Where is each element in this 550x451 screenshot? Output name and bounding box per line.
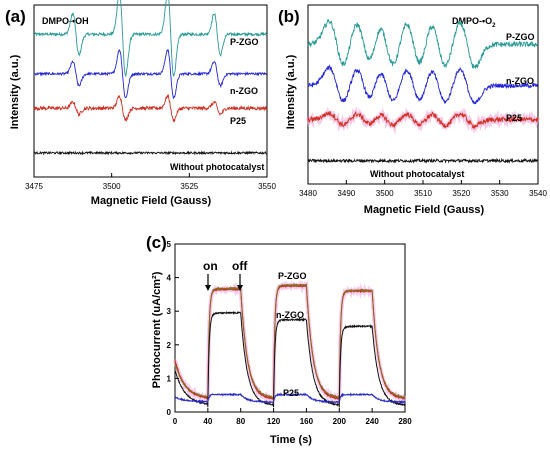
panel-b-ylabel: Intensity (a.u.) [285,54,297,129]
panel-a-label-pzgo: P-ZGO [230,37,259,47]
panel-b-label-pzgo: P-ZGO [506,32,535,42]
x-tick-label: 3480 [299,189,317,198]
panel-b-label-blank: Without photocatalyst [370,169,464,179]
x-tick-label: 3530 [491,189,509,198]
x-tick-label: 3525 [180,182,198,191]
series-line-n-zgo [33,48,268,100]
panel-c-xlabel: Time (s) [270,434,312,446]
series-line-p25 [307,110,539,130]
y-tick-label: 4 [167,274,172,283]
panel-a: (a) DMPO-•OH Intensity (a.u.) Magnetic F… [5,0,276,207]
panel-a-frame [33,4,268,178]
panel-b-ticks: 3480 3490 3500 3510 3520 3530 3540 [299,180,547,198]
series-line-without-photocatalyst [307,157,539,164]
panel-c-letter: (c) [146,233,167,252]
panel-c-on-arrow [205,274,211,291]
panel-c-frame [174,243,406,413]
series-line-p25 [174,392,406,405]
panel-b-letter: (b) [278,7,300,26]
panel-b-annotation-main: DMPO-•O [452,16,492,26]
panel-b-xlabel: Magnetic Field (Gauss) [364,204,485,216]
panel-c-off-arrow [237,274,243,291]
x-tick-label: 3500 [376,189,394,198]
panel-c: (c) Photocurrent (uA/cm²) Time (s) 0 40 80… [146,233,412,446]
x-tick-label: 3550 [258,182,276,191]
x-tick-label: 200 [333,417,347,426]
series-line-n-zgo [307,64,539,105]
panel-b: (b) DMPO-•O2 Intensity (a.u.) Magnetic F… [278,4,547,216]
panel-c-ticks: 0 40 80 120 160 200 240 280 0 1 2 3 4 5 [167,240,413,426]
panel-c-off-label: off [232,259,248,273]
x-tick-label: 3500 [103,182,121,191]
panel-c-series [173,279,407,408]
panel-a-label-blank: Without photocatalyst [170,162,264,172]
panel-c-label-nzgo: n-ZGO [276,310,304,320]
panel-b-annotation-sub: 2 [492,23,496,29]
y-tick-label: 0 [167,408,172,417]
series-line-p25 [33,93,268,123]
panel-b-label-p25: P25 [506,113,522,123]
panel-c-on-label: on [203,259,218,273]
panel-a-series [33,0,268,156]
panel-b-series [306,18,540,164]
x-tick-label: 120 [267,417,281,426]
x-tick-label: 3490 [337,189,355,198]
panel-c-ylabel: Photocurrent (uA/cm²) [151,271,163,388]
panel-a-xlabel: Magnetic Field (Gauss) [91,195,212,207]
panel-b-annotation: DMPO-•O2 [452,16,496,29]
x-tick-label: 3540 [529,189,547,198]
panel-a-label-nzgo: n-ZGO [230,86,258,96]
panel-a-letter: (a) [5,7,26,26]
x-tick-label: 0 [173,417,178,426]
series-line-p-zgo [307,18,539,70]
panel-a-label-p25: P25 [230,116,246,126]
panel-c-label-p25: P25 [283,388,299,398]
series-line-p-zgo [174,283,406,402]
x-tick-label: 280 [398,417,412,426]
x-tick-label: 160 [300,417,314,426]
panel-a-ticks: 3475 3500 3525 3550 [25,173,276,191]
y-tick-label: 1 [167,374,172,383]
y-tick-label: 2 [167,341,172,350]
panel-b-label-nzgo: n-ZGO [506,76,534,86]
x-tick-label: 3475 [25,182,43,191]
panel-a-ylabel: Intensity (a.u.) [9,54,21,129]
x-tick-label: 80 [236,417,245,426]
series-line-without-photocatalyst [33,150,268,156]
panel-c-label-pzgo: P-ZGO [278,271,307,281]
series-line-p-zgo [33,0,268,78]
y-tick-label: 3 [167,307,172,316]
series-line-unlabeled-1 [174,282,406,401]
series-line-n-zgo [174,310,406,408]
x-tick-label: 40 [203,417,212,426]
y-tick-label: 5 [167,240,172,249]
x-tick-label: 3510 [414,189,432,198]
panel-a-annotation: DMPO-•OH [42,16,89,26]
x-tick-label: 3520 [452,189,470,198]
x-tick-label: 240 [365,417,379,426]
